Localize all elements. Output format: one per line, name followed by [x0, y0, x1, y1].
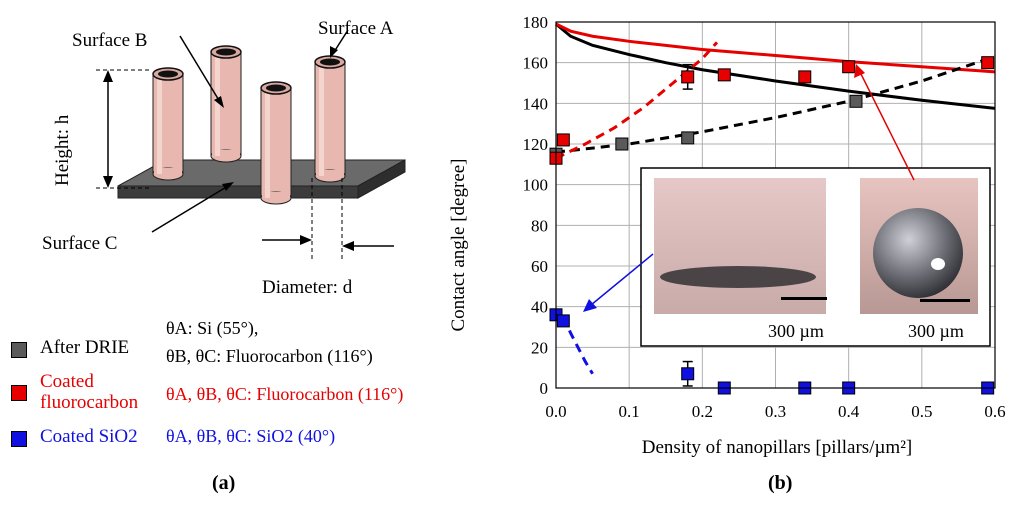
data-point	[717, 68, 731, 82]
blue-arrow	[590, 253, 654, 306]
surface-b-pointer	[179, 35, 221, 103]
panel-b-label: (b)	[768, 472, 793, 494]
pillar	[210, 45, 242, 163]
y-tick-label: 0	[540, 379, 549, 398]
legend-label-drie: After DRIE	[40, 337, 130, 358]
data-point	[842, 60, 856, 74]
y-tick-label: 20	[531, 338, 548, 357]
model-curve	[561, 316, 594, 375]
y-tick-label: 100	[523, 176, 549, 195]
height-label: Height: h	[52, 114, 73, 186]
legend-desc-drie-1: θA: Si (55°),	[166, 318, 259, 338]
photo-inset	[640, 167, 991, 347]
pillar	[152, 67, 184, 181]
data-point	[556, 314, 570, 328]
legend-label-fluorocarbon: Coated fluorocarbon	[40, 371, 139, 413]
substrate-front	[117, 185, 359, 199]
x-tick-label: 0.1	[619, 402, 640, 421]
data-point	[681, 367, 695, 381]
inset-scale-left: 300 µm	[768, 321, 824, 341]
data-point	[681, 70, 695, 84]
y-axis-label: Contact angle [degree]	[448, 158, 469, 332]
pillar	[314, 55, 346, 183]
panel-a: Surface B Surface A Surface C Height: h …	[0, 0, 450, 507]
y-tick-label: 180	[523, 13, 549, 32]
data-point	[681, 131, 695, 145]
legend-label-sio2: Coated SiO2	[40, 426, 138, 447]
pillar	[260, 81, 292, 205]
scale-bar-left	[781, 297, 827, 300]
chart-ticks: 0 20 40 60 80 100 120 140 160 180 0.0 0.1 0.2 0.3 0.4 0…	[523, 13, 1006, 421]
data-point	[798, 70, 812, 84]
y-tick-label: 140	[523, 94, 549, 113]
x-axis-label: Density of nanopillars [pillars/µm²]	[641, 437, 913, 458]
data-point	[981, 56, 995, 70]
inset-scale-right: 300 µm	[908, 321, 964, 341]
x-tick-label: 0.0	[545, 402, 566, 421]
legend-desc-fluorocarbon: θA, θB, θC: Fluorocarbon (116°)	[166, 384, 404, 404]
y-tick-label: 60	[531, 257, 548, 276]
legend-marker-fluorocarbon	[11, 385, 27, 401]
plot-frame	[555, 21, 996, 389]
surface-c-label: Surface C	[42, 233, 118, 254]
y-tick-label: 40	[531, 298, 548, 317]
y-tick-label: 120	[523, 135, 549, 154]
photo-left	[654, 178, 826, 314]
x-tick-label: 0.4	[838, 402, 860, 421]
model-curve	[555, 22, 996, 74]
scale-bar-right	[920, 299, 970, 302]
x-tick-label: 0.3	[765, 402, 786, 421]
red-arrow	[859, 71, 915, 181]
spherical-droplet	[873, 208, 963, 298]
data-point	[556, 133, 570, 147]
surface-a-pointer	[333, 29, 349, 53]
surface-c-pointer	[151, 185, 229, 233]
model-curve	[555, 41, 719, 160]
model-curve	[555, 22, 996, 110]
panel-a-label: (a)	[212, 472, 236, 494]
pillar-schematic	[96, 29, 406, 262]
x-tick-label: 0.5	[911, 402, 932, 421]
x-tick-label: 0.6	[984, 402, 1005, 421]
substrate-side	[357, 159, 406, 199]
y-tick-label: 160	[523, 54, 549, 73]
y-tick-label: 80	[531, 216, 548, 235]
data-point	[615, 137, 629, 151]
surface-a-label: Surface A	[318, 18, 394, 39]
pillar-group	[152, 45, 346, 205]
data-point	[849, 94, 863, 108]
surface-b-label: Surface B	[72, 30, 148, 51]
diameter-label: Diameter: d	[262, 277, 353, 298]
contact-angle-chart: 0 20 40 60 80 100 120 140 160 180 0.0 0.1 0.2 0.3 0.4 0…	[523, 13, 1006, 421]
panel-b: 0 20 40 60 80 100 120 140 160 180 0.0 0.1 0.2 0.3 0.4 0…	[448, 0, 1024, 507]
chart-curves	[555, 22, 996, 375]
legend-desc-drie-2: θB, θC: Fluorocarbon (116°)	[166, 346, 373, 366]
chart-points	[549, 56, 995, 395]
legend-marker-sio2	[11, 431, 27, 447]
x-tick-label: 0.2	[692, 402, 713, 421]
legend-desc-sio2: θA, θB, θC: SiO2 (40°)	[166, 426, 336, 446]
legend-marker-drie	[11, 342, 27, 358]
flat-droplet	[660, 266, 816, 288]
